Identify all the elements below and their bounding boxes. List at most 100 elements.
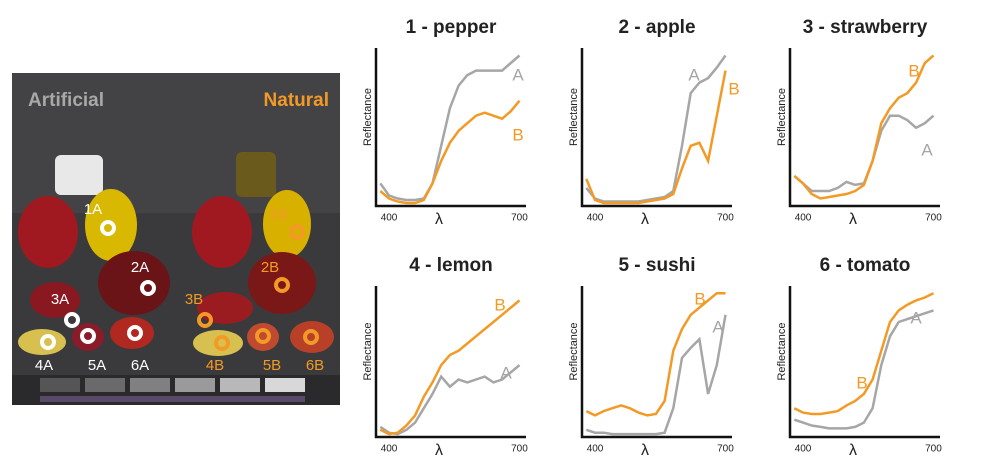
series-line	[379, 54, 521, 202]
marker-ring	[303, 329, 319, 345]
chart-title: 5 - sushi	[618, 255, 695, 276]
series-label: A	[910, 308, 922, 327]
x-tick-label: 400	[381, 444, 398, 455]
marker-label: 5B	[263, 357, 281, 374]
x-tick-label: 700	[717, 213, 734, 224]
checker-patch	[265, 378, 305, 392]
series-label: A	[712, 317, 724, 336]
x-tick-label: 700	[925, 444, 942, 455]
marker-ring	[289, 224, 305, 240]
marker-ring	[274, 277, 290, 293]
x-tick-label: 400	[795, 213, 812, 224]
series-line	[793, 114, 935, 193]
chart-title: 1 - pepper	[406, 17, 497, 38]
checker-patch	[220, 378, 260, 392]
marker-ring	[214, 335, 230, 351]
marker-label: 5A	[88, 357, 106, 374]
series-line	[585, 314, 727, 436]
group-label: Artificial	[28, 90, 104, 111]
series-line	[793, 309, 934, 430]
y-axis-label: Reflectance	[568, 322, 580, 380]
marker-label: 3A	[51, 291, 69, 308]
tomato	[110, 317, 154, 349]
jar	[236, 152, 276, 197]
series-line	[793, 292, 935, 416]
series-line	[793, 54, 935, 200]
x-axis-label: λ	[435, 211, 443, 228]
series-label: B	[694, 289, 705, 308]
axes	[374, 286, 526, 439]
x-axis-label: λ	[849, 442, 857, 459]
x-tick-label: 700	[511, 444, 528, 455]
axes	[580, 48, 732, 208]
series-line	[379, 364, 521, 436]
y-axis-label: Reflectance	[362, 88, 374, 146]
series-line	[379, 99, 521, 205]
x-axis-label: λ	[435, 442, 443, 459]
checker-patch	[85, 378, 125, 392]
photo: Artificial Natural 1A 2A 3A 4A 5A 6A 1B 2B 3B 4B 5…	[12, 73, 340, 405]
marker-ring	[40, 334, 56, 350]
series-label: A	[500, 363, 512, 382]
series-line	[585, 70, 727, 205]
marker-ring	[100, 220, 116, 236]
x-axis-label: λ	[641, 211, 649, 228]
x-tick-label: 700	[511, 213, 528, 224]
jar	[55, 155, 103, 195]
apple	[98, 251, 170, 315]
axes	[788, 286, 940, 439]
chart-title: 6 - tomato	[820, 255, 911, 276]
marker-label: 6A	[131, 357, 149, 374]
x-tick-label: 400	[587, 213, 604, 224]
marker-label: 4B	[206, 357, 224, 374]
x-tick-label: 700	[717, 444, 734, 455]
y-axis-label: Reflectance	[776, 322, 788, 380]
sushi	[247, 323, 279, 351]
series-label: A	[921, 140, 933, 159]
series-line	[585, 54, 727, 203]
x-tick-label: 400	[795, 444, 812, 455]
chart-title: 3 - strawberry	[803, 17, 928, 38]
pepper-red	[192, 196, 252, 268]
pepper-yellow	[263, 190, 311, 258]
x-tick-label: 700	[925, 213, 942, 224]
series-label: B	[512, 125, 523, 144]
marker-ring	[255, 328, 271, 344]
strawberries	[30, 282, 80, 318]
y-axis-label: Reflectance	[362, 322, 374, 380]
marker-ring	[64, 312, 80, 328]
marker-label: 2A	[131, 259, 149, 276]
marker-label: 1B	[269, 206, 287, 223]
marker-label: 2B	[261, 259, 279, 276]
marker-label: 6B	[306, 357, 324, 374]
checker-patch	[175, 378, 215, 392]
series-label: B	[494, 295, 505, 314]
y-axis-label: Reflectance	[568, 88, 580, 146]
chart-title: 2 - apple	[618, 17, 695, 38]
series-label: B	[728, 79, 739, 98]
axes	[580, 286, 732, 439]
tomato	[290, 321, 334, 353]
x-axis-label: λ	[641, 442, 649, 459]
axes	[788, 48, 940, 208]
strawberries	[197, 292, 253, 324]
x-axis-label: λ	[849, 211, 857, 228]
series-label: A	[512, 65, 524, 84]
marker-label: 1A	[84, 201, 102, 218]
checker-patch	[40, 396, 305, 402]
marker-ring	[127, 325, 143, 341]
apple	[248, 252, 316, 314]
series-line	[585, 291, 726, 417]
x-tick-label: 400	[587, 444, 604, 455]
series-label: B	[908, 61, 919, 80]
chart-title: 4 - lemon	[409, 255, 492, 276]
series-label: B	[856, 373, 867, 392]
group-label: Natural	[264, 90, 329, 111]
y-axis-label: Reflectance	[776, 88, 788, 146]
axes	[374, 48, 526, 208]
marker-ring	[197, 312, 213, 328]
marker-label: 3B	[185, 291, 203, 308]
checker-patch	[130, 378, 170, 392]
